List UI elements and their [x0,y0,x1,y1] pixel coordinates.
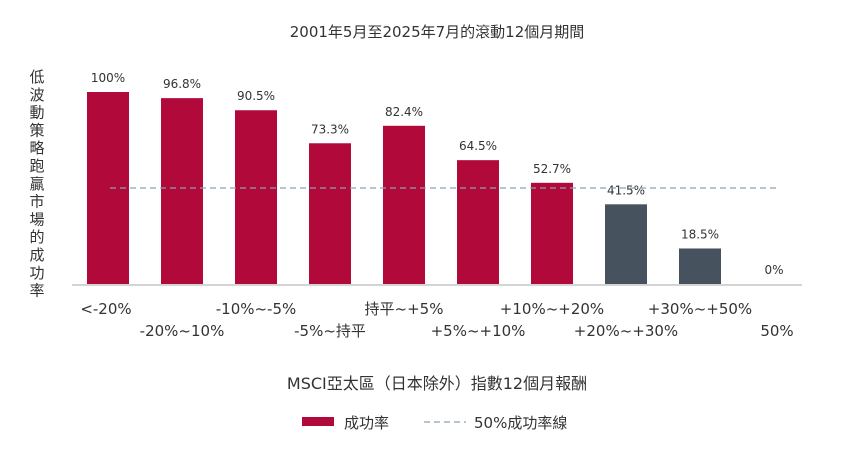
bar-8 [605,204,647,284]
legend-reference-line-label: 50%成功率線 [474,414,567,432]
bar-6 [457,160,499,284]
category-label-9: +30%~+50% [648,300,752,318]
legend: 成功率 50%成功率線 [302,414,567,432]
legend-bar-label: 成功率 [344,414,389,432]
legend-bar-swatch [302,417,334,426]
data-label-8: 41.5% [607,183,645,197]
category-label-2: -20%~10% [140,322,225,340]
data-label-7: 52.7% [533,162,571,176]
category-label-7: +10%~+20% [500,300,604,318]
y-axis-title: 低波動策略跑贏市場的成功率 [29,68,44,300]
chart-title: 2001年5月至2025年7月的滾動12個月期間 [290,23,585,41]
category-label-8: +20%~+30% [574,322,678,340]
category-label-6: +5%~+10% [431,322,526,340]
category-label-5: 持平~+5% [365,300,444,318]
bar-2 [161,98,203,284]
data-label-10: 0% [764,263,783,277]
data-label-2: 96.8% [163,77,201,91]
category-labels: <-20% -20%~10% -10%~-5% -5%~持平 持平~+5% +5%~+10… [80,300,793,340]
x-axis-title: MSCI亞太區（日本除外）指數12個月報酬 [287,374,587,393]
bar-4 [309,143,351,284]
bars-group: 100% 96.8% 90.5% 73.3% 82.4% 64.5% 52.7% 41.5% 1… [87,71,784,285]
data-label-1: 100% [91,71,125,85]
category-label-10: 50% [760,322,793,340]
data-label-9: 18.5% [681,227,719,241]
data-label-3: 90.5% [237,89,275,103]
category-label-1: <-20% [80,300,131,318]
category-label-3: -10%~-5% [216,300,297,318]
bar-7 [531,182,573,284]
data-label-6: 64.5% [459,139,497,153]
bar-9 [679,248,721,284]
category-label-4: -5%~持平 [294,322,366,340]
data-label-4: 73.3% [311,122,349,136]
bar-5 [383,125,425,285]
bar-3 [235,110,277,285]
data-label-5: 82.4% [385,105,423,119]
